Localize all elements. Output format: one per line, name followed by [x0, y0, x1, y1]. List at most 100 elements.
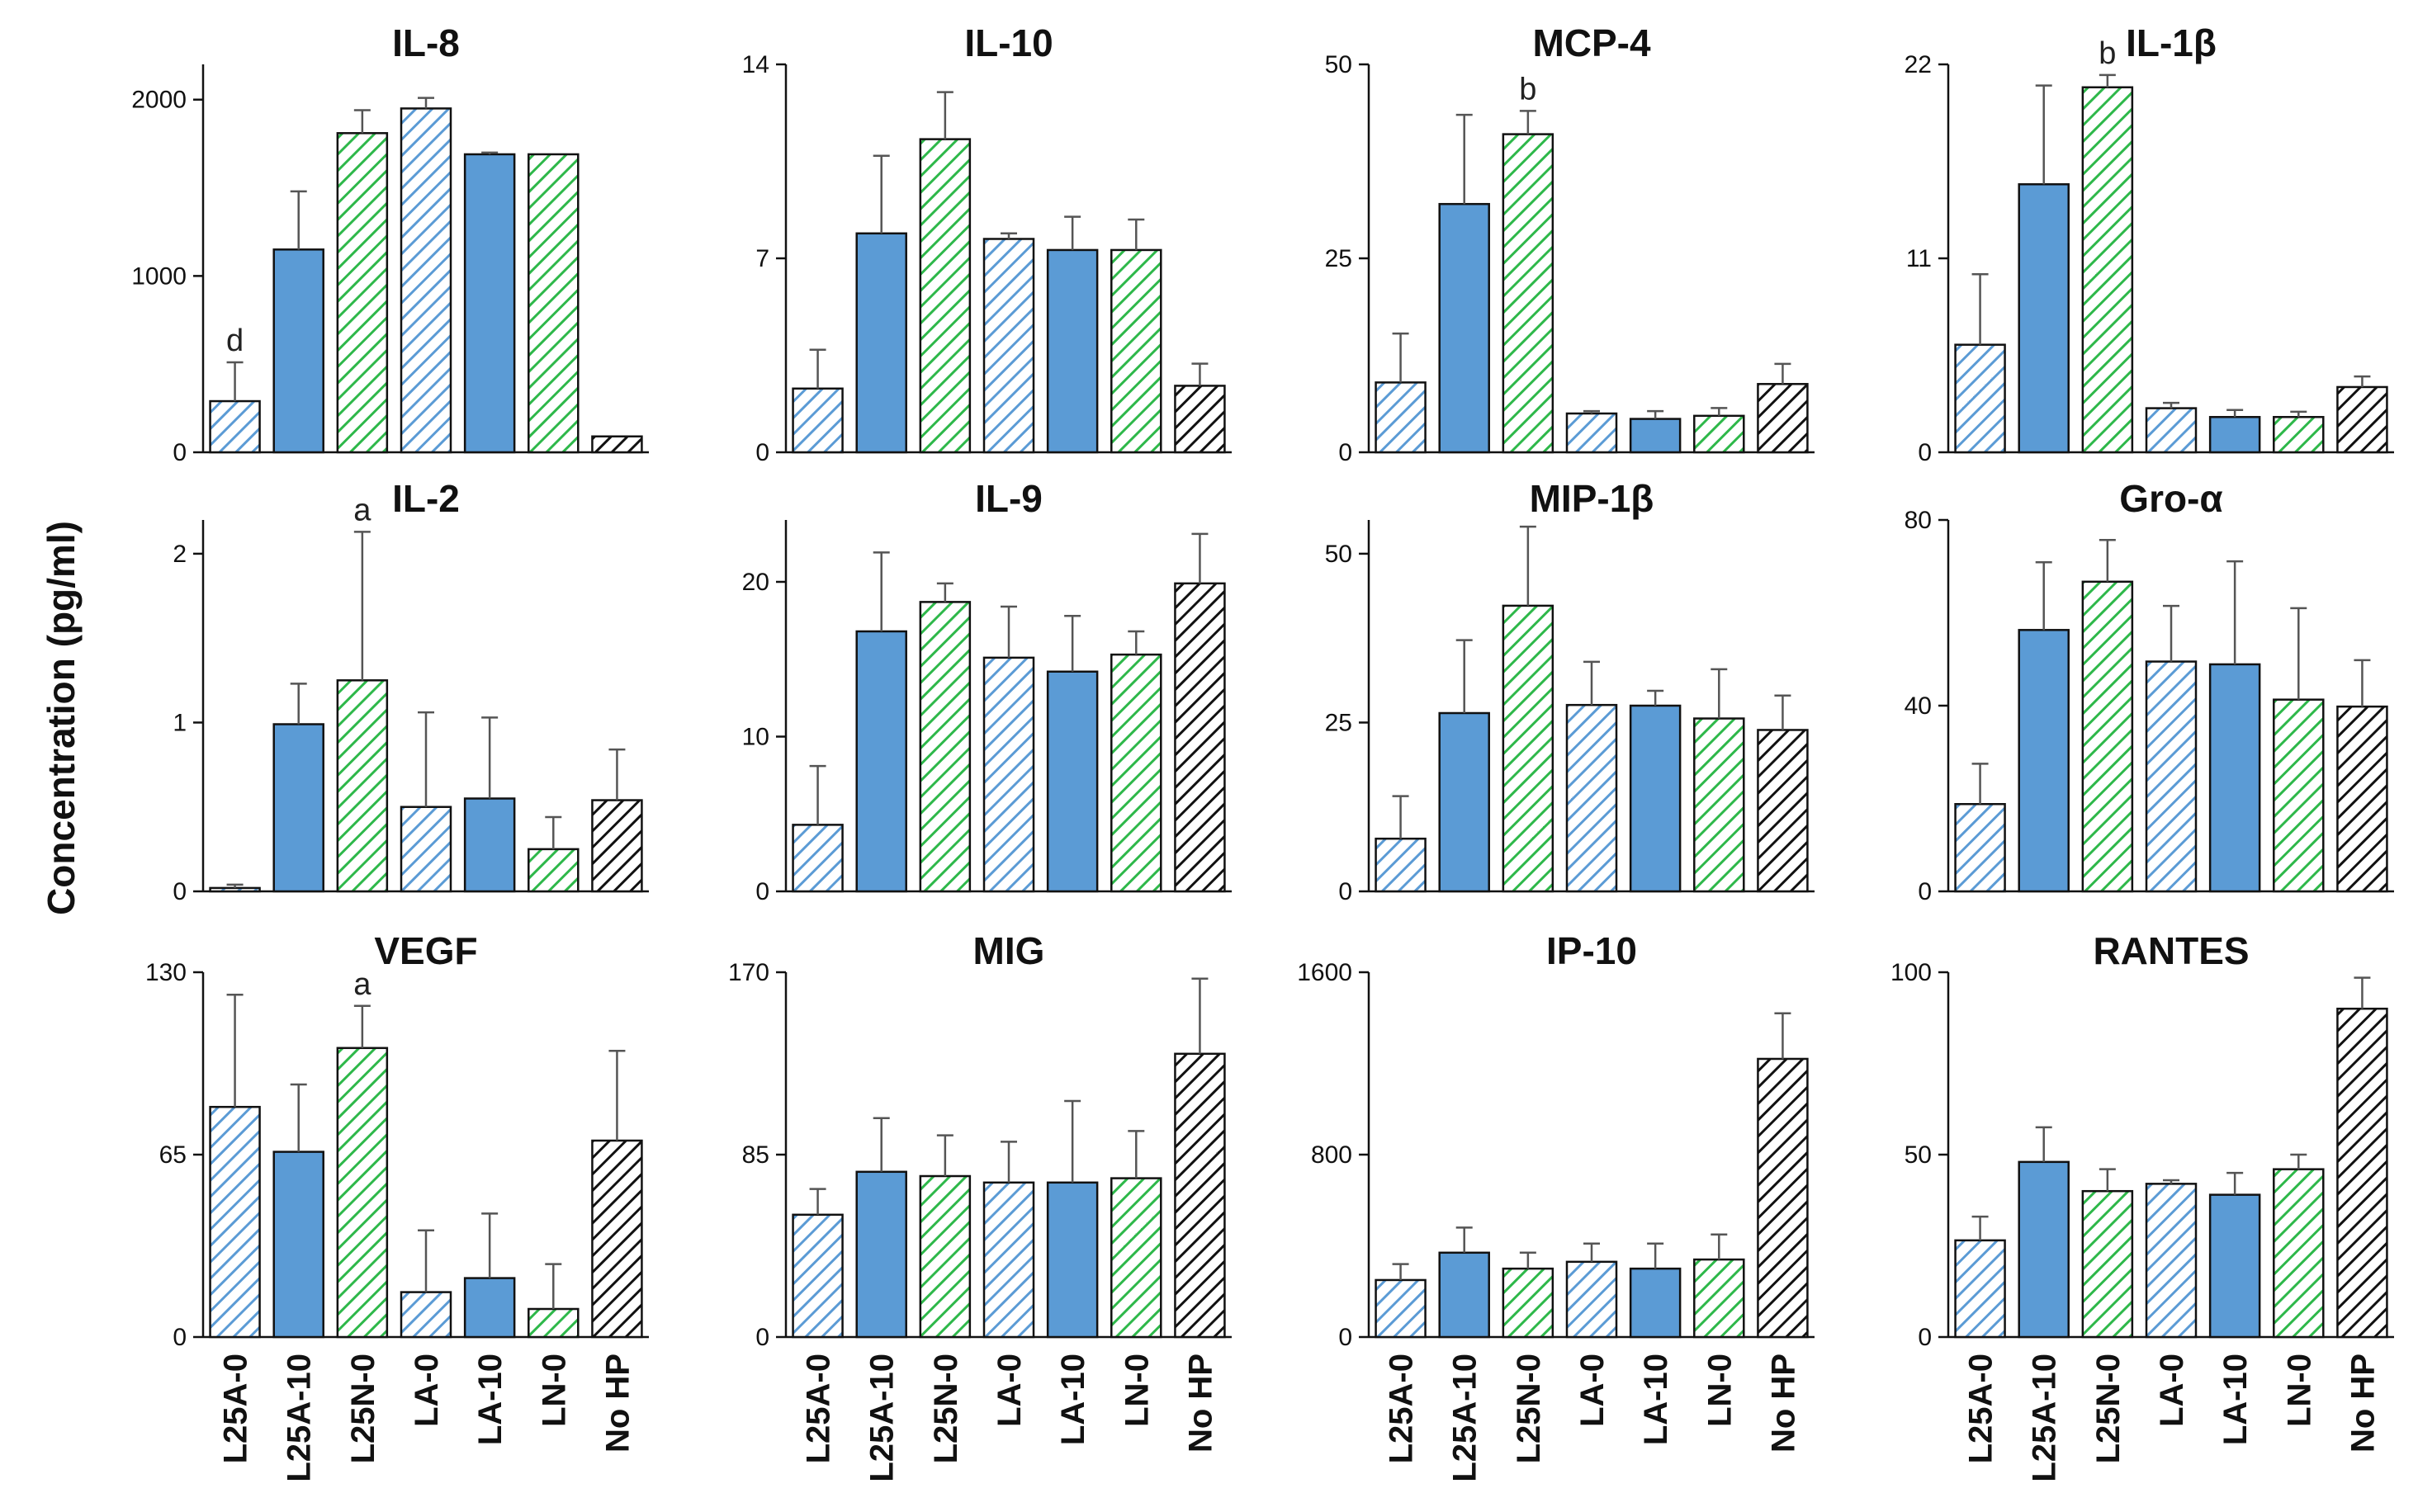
panel-title: Gro-α [2119, 477, 2222, 520]
significance-label: b [1519, 72, 1536, 106]
panel-rantes: RANTES 0 50 100 [1890, 929, 2394, 1351]
bar-no-hp [1174, 582, 1226, 893]
bar-la-0 [400, 1291, 452, 1339]
bar-no-hp [591, 799, 643, 893]
significance-label: b [2099, 36, 2116, 71]
y-tick-label: 10 [742, 724, 769, 751]
bar-la-0 [982, 1181, 1035, 1339]
significance-label: a [353, 493, 371, 527]
x-category-label: No HP [599, 1354, 636, 1453]
panel-title: IL-10 [964, 21, 1053, 64]
bar-l25n-0 [2081, 580, 2134, 893]
panel-title: RANTES [2093, 929, 2249, 972]
bar-l25n-0 [919, 601, 972, 893]
x-category-label: LA-0 [1574, 1354, 1611, 1427]
bar-l25a-10 [855, 630, 907, 893]
bar-l25a-10 [272, 723, 324, 893]
bar-l25a-0 [792, 1213, 844, 1339]
y-tick-label: 0 [755, 439, 769, 466]
y-tick-label: 0 [1338, 439, 1352, 466]
bar-l25a-10 [2018, 183, 2070, 454]
y-tick-label: 0 [1338, 878, 1352, 905]
x-category-label: LN-0 [536, 1354, 572, 1427]
bar-l25a-10 [855, 232, 907, 454]
x-category-label: LA-10 [2217, 1354, 2254, 1445]
bar-ln-0 [1110, 248, 1162, 454]
panel-mcp-4: MCP-4 0 25 50 b [1325, 21, 1815, 466]
x-category-label: LA-0 [409, 1354, 445, 1427]
y-tick-label: 25 [1325, 709, 1352, 736]
panel-title: VEGF [374, 929, 477, 972]
x-category-label: LN-0 [1701, 1354, 1738, 1427]
bar-l25a-10 [855, 1170, 907, 1339]
bar-l25a-10 [1438, 202, 1490, 454]
panel-mig: MIG 0 85 170 [728, 929, 1232, 1351]
bar-l25a-10 [2018, 1160, 2070, 1339]
y-tick-label: 800 [1311, 1141, 1352, 1169]
y-tick-label: 50 [1325, 541, 1352, 568]
bar-la-10 [2208, 1193, 2261, 1339]
x-category-label: L25N-0 [1511, 1354, 1547, 1463]
bar-l25a-0 [1954, 1239, 2006, 1339]
bar-l25a-0 [792, 824, 844, 893]
bar-no-hp [2336, 385, 2388, 454]
bar-l25n-0 [1502, 604, 1554, 893]
panel-title: IP-10 [1546, 929, 1637, 972]
x-category-label: LA-10 [1055, 1354, 1091, 1445]
bar-la-10 [1629, 704, 1682, 893]
bar-la-10 [1046, 1181, 1099, 1339]
y-tick-label: 0 [1918, 439, 1932, 466]
bar-no-hp [2336, 1007, 2388, 1339]
y-tick-label: 0 [755, 1324, 769, 1351]
bar-la-10 [1046, 670, 1099, 893]
y-axis-label: Concentration (pg/ml) [40, 521, 83, 915]
bar-la-0 [2145, 1183, 2198, 1339]
panel-il-8: IL-8 0 1000 2000 d [131, 21, 649, 466]
x-category-label: No HP [1182, 1354, 1218, 1453]
bar-la-10 [1629, 418, 1682, 454]
bar-ln-0 [528, 848, 580, 893]
bar-ln-0 [2273, 416, 2325, 454]
bar-la-0 [1565, 412, 1618, 454]
bar-la-10 [463, 153, 516, 454]
y-tick-label: 0 [173, 439, 187, 466]
y-tick-label: 25 [1325, 245, 1352, 272]
x-category-label: LA-10 [1638, 1354, 1674, 1445]
bar-l25a-10 [272, 248, 324, 454]
bar-la-10 [1046, 248, 1099, 454]
x-category-label: No HP [2345, 1354, 2381, 1453]
bar-la-0 [400, 806, 452, 893]
x-category-label: L25A-10 [282, 1354, 318, 1482]
panel-title: IL-2 [392, 477, 460, 520]
bar-no-hp [2336, 705, 2388, 893]
y-tick-label: 130 [145, 959, 187, 986]
bar-l25a-10 [272, 1151, 324, 1339]
bar-ln-0 [528, 153, 580, 454]
panel-title: IL-8 [392, 21, 460, 64]
bar-ln-0 [528, 1307, 580, 1339]
y-tick-label: 40 [1905, 692, 1932, 720]
bar-l25a-0 [209, 1105, 261, 1339]
significance-label: d [226, 324, 244, 358]
x-axis-labels: L25A-0 L25A-10 L25N-0 LA-0 LA-10 LN-0 No HP L25… [218, 1354, 2382, 1482]
x-category-label: L25A-10 [1447, 1354, 1483, 1482]
x-category-label: L25N-0 [2090, 1354, 2127, 1463]
bar-la-10 [2208, 416, 2261, 454]
y-tick-label: 2 [173, 541, 187, 568]
y-tick-label: 50 [1325, 51, 1352, 78]
panel-il-10: IL-10 0 7 14 [742, 21, 1232, 466]
panel-title: IL-9 [975, 477, 1043, 520]
y-tick-label: 0 [755, 878, 769, 905]
y-tick-label: 170 [728, 959, 769, 986]
x-category-label: LA-0 [2154, 1354, 2190, 1427]
bar-no-hp [1757, 1057, 1809, 1339]
bar-l25n-0 [2081, 86, 2134, 454]
bar-ln-0 [1693, 717, 1745, 893]
bar-la-0 [1565, 1260, 1618, 1339]
bar-ln-0 [1693, 1258, 1745, 1339]
x-category-label: L25A-0 [1384, 1354, 1420, 1463]
y-tick-label: 100 [1890, 959, 1932, 986]
y-tick-label: 7 [755, 245, 769, 272]
bar-l25n-0 [2081, 1189, 2134, 1339]
y-tick-label: 80 [1905, 507, 1932, 534]
